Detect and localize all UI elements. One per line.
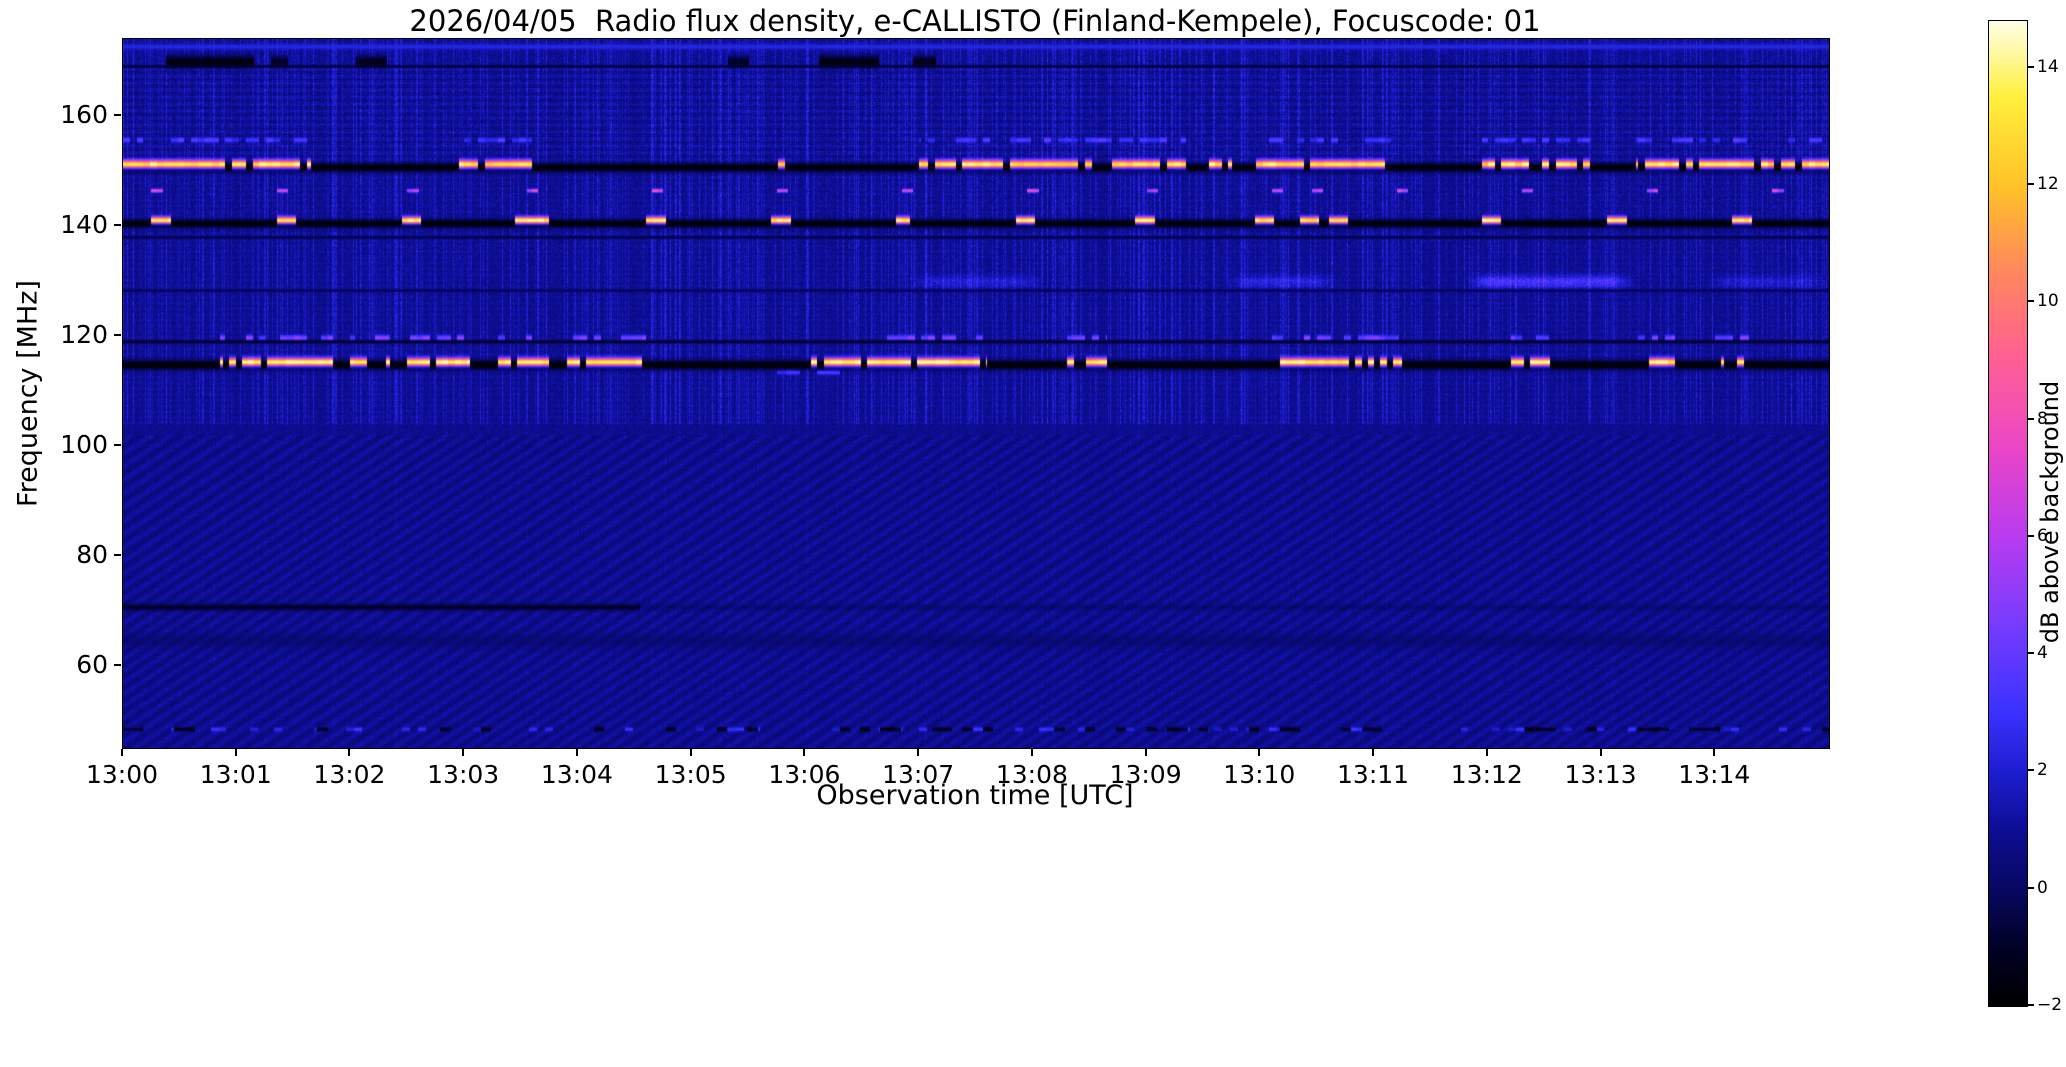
x-tick-label: 13:11: [1337, 760, 1410, 789]
x-tick-mark: [575, 749, 578, 756]
colorbar-gradient: [1989, 21, 2027, 1006]
x-tick-mark: [1713, 749, 1716, 756]
colorbar-tick-label: 10: [2037, 291, 2059, 312]
y-tick-mark: [114, 333, 121, 336]
colorbar-tick-label: 8: [2037, 408, 2048, 429]
x-tick-label: 13:00: [85, 760, 159, 789]
colorbar-tick-mark: [2028, 300, 2034, 303]
x-tick-mark: [234, 749, 237, 756]
x-tick-mark: [462, 749, 465, 756]
colorbar: [1988, 20, 2028, 1007]
x-tick-label: 13:05: [654, 760, 727, 789]
y-tick-mark: [114, 223, 121, 226]
x-tick-mark: [1144, 749, 1147, 756]
y-tick-label: 140: [60, 209, 108, 239]
colorbar-tick-label: 2: [2037, 760, 2048, 781]
x-tick-mark: [1485, 749, 1488, 756]
x-tick-label: 13:13: [1564, 760, 1637, 789]
colorbar-tick-mark: [2028, 534, 2034, 537]
colorbar-tick-mark: [2028, 769, 2034, 772]
x-tick-mark: [121, 749, 123, 756]
x-tick-label: 13:12: [1450, 760, 1523, 789]
colorbar-tick-mark: [2028, 1004, 2034, 1006]
y-tick-mark: [114, 443, 121, 446]
colorbar-tick-mark: [2028, 183, 2034, 186]
x-tick-mark: [803, 749, 806, 756]
y-tick-label: 60: [76, 649, 108, 679]
y-tick-label: 100: [60, 429, 108, 459]
colorbar-tick-label: 12: [2037, 174, 2059, 195]
x-tick-label: 13:01: [199, 760, 272, 789]
y-tick-label: 120: [60, 319, 108, 349]
x-tick-label: 13:04: [540, 760, 613, 789]
colorbar-tick-mark: [2028, 652, 2034, 655]
x-tick-mark: [1372, 749, 1375, 756]
colorbar-tick-label: 0: [2037, 877, 2048, 898]
x-tick-label: 13:02: [313, 760, 386, 789]
x-axis-label: Observation time [UTC]: [816, 780, 1134, 811]
x-tick-label: 13:09: [1109, 760, 1182, 789]
x-tick-label: 13:10: [1223, 760, 1296, 789]
y-tick-mark: [114, 663, 121, 666]
x-tick-mark: [1030, 749, 1033, 756]
x-tick-mark: [348, 749, 351, 756]
x-tick-mark: [689, 749, 692, 756]
x-tick-mark: [917, 749, 920, 756]
plot-area: [122, 38, 1830, 749]
y-tick-label: 80: [76, 539, 108, 569]
x-tick-label: 13:08: [995, 760, 1068, 789]
y-tick-label: 160: [60, 99, 108, 129]
colorbar-tick-label: 4: [2037, 643, 2048, 664]
colorbar-tick-label: −2: [2037, 995, 2063, 1015]
x-tick-label: 13:14: [1678, 760, 1751, 789]
x-tick-mark: [1258, 749, 1261, 756]
x-tick-label: 13:06: [768, 760, 841, 789]
colorbar-tick-label: 14: [2037, 56, 2059, 77]
x-tick-label: 13:03: [427, 760, 500, 789]
x-tick-mark: [1599, 749, 1602, 756]
y-tick-mark: [114, 553, 121, 556]
colorbar-tick-label: 6: [2037, 525, 2048, 546]
spectrogram-heatmap: [123, 39, 1829, 748]
colorbar-tick-mark: [2028, 417, 2034, 420]
colorbar-tick-mark: [2028, 886, 2034, 889]
colorbar-tick-mark: [2028, 65, 2034, 68]
y-tick-mark: [114, 113, 121, 116]
chart-title: 2026/04/05 Radio flux density, e-CALLIST…: [409, 4, 1541, 38]
x-tick-label: 13:07: [882, 760, 955, 789]
y-axis-label: Frequency [MHz]: [12, 280, 44, 507]
